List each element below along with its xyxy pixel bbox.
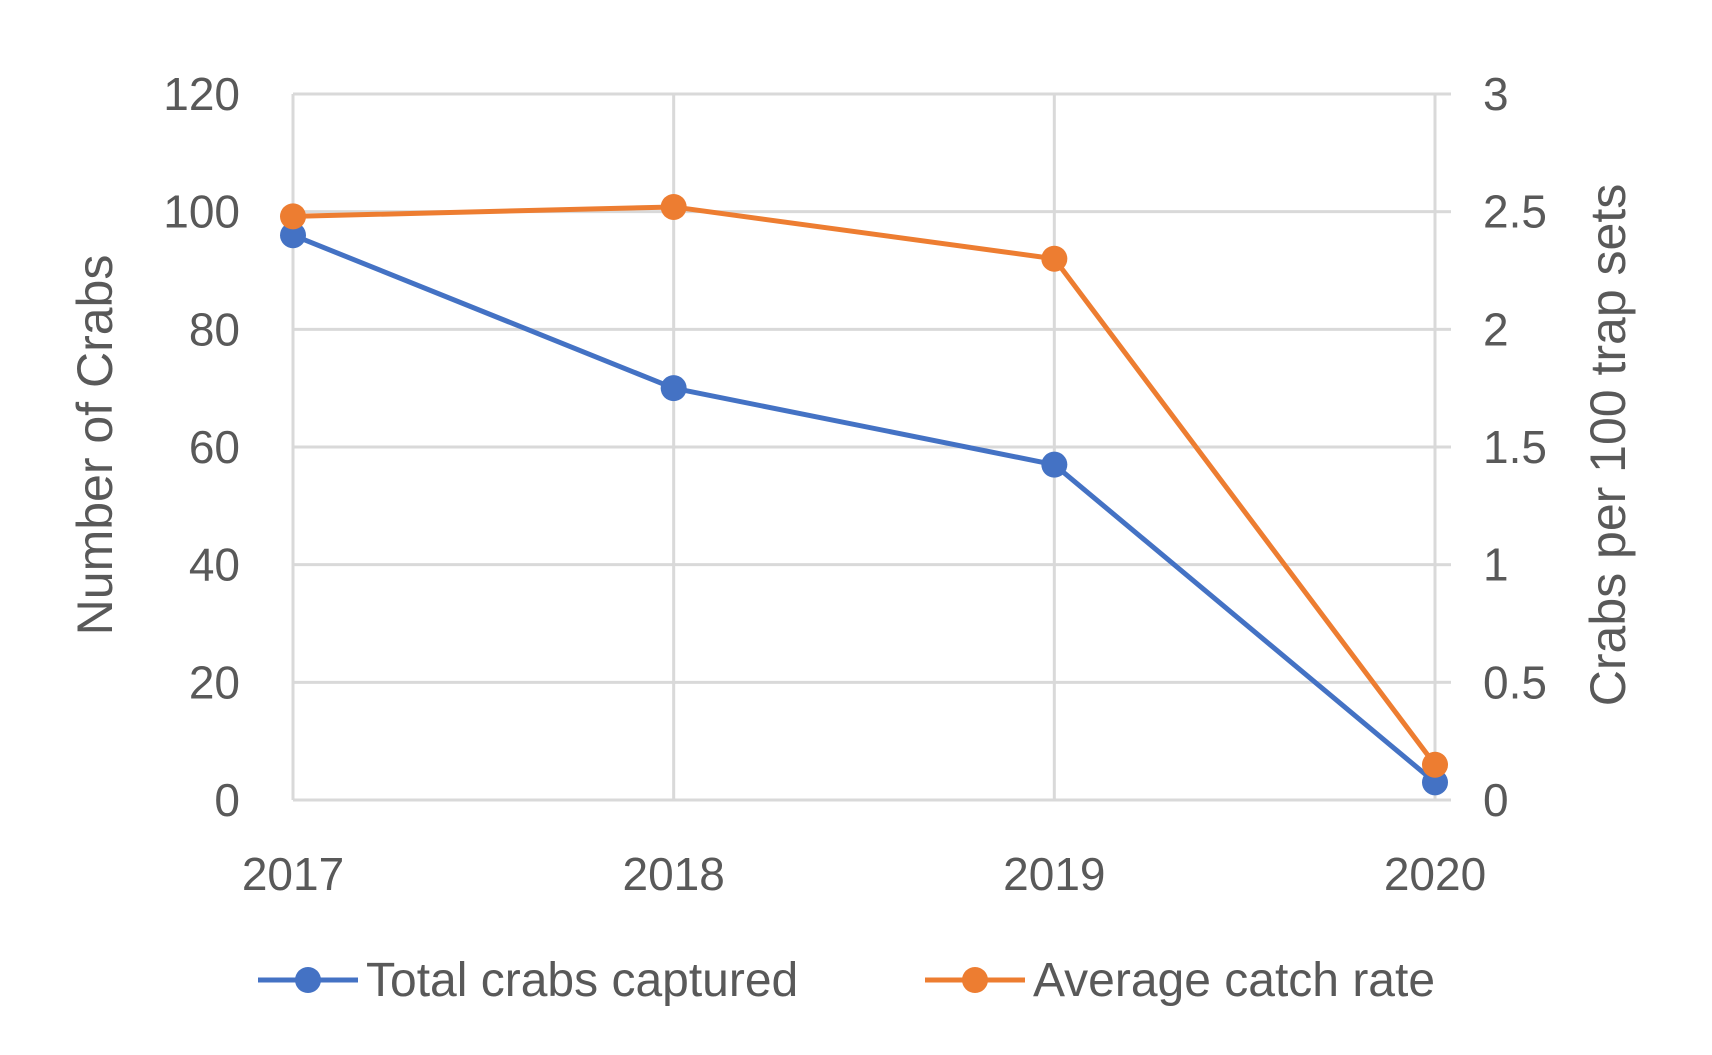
legend-label-1: Total crabs captured (366, 954, 798, 1007)
series-2-point (1422, 751, 1448, 778)
x-axis-tick-label: 2017 (242, 848, 344, 900)
left-axis-title: Number of Crabs (67, 255, 123, 636)
x-axis-tick-label: 2019 (1003, 848, 1105, 900)
left-axis-tick-label: 20 (189, 656, 240, 708)
right-axis-tick-label: 2.5 (1483, 186, 1547, 238)
x-axis-tick-label: 2018 (622, 848, 724, 900)
left-axis-ticks: 0 20 40 60 80 100 120 (163, 68, 240, 826)
series-2-point (660, 193, 687, 220)
series-1-point (280, 222, 306, 249)
right-axis-ticks: 0 0.5 1 1.5 2 2.5 3 (1483, 68, 1547, 826)
series-2-point (1041, 245, 1068, 272)
grid-lines (291, 92, 1451, 802)
left-axis-tick-label: 120 (163, 68, 240, 120)
series-lines (280, 193, 1448, 796)
legend-label-2: Average catch rate (1033, 954, 1435, 1007)
legend: Total crabs captured Average catch rate (258, 954, 1435, 1007)
series-line-1 (292, 232, 1437, 785)
left-axis-tick-label: 80 (189, 303, 240, 355)
right-axis-tick-label: 1 (1483, 539, 1509, 591)
series-1-point (660, 375, 687, 402)
left-axis-tick-label: 60 (189, 421, 240, 473)
right-axis-tick-label: 3 (1483, 68, 1509, 120)
x-axis-tick-label: 2020 (1384, 848, 1486, 900)
right-axis-tick-label: 0.5 (1483, 656, 1547, 708)
series-2-point (280, 203, 306, 230)
legend-marker-2 (962, 967, 988, 993)
series-line-2 (292, 204, 1437, 767)
right-axis-tick-label: 1.5 (1483, 421, 1547, 473)
right-axis-tick-label: 0 (1483, 774, 1509, 826)
series-1-point (1041, 451, 1068, 478)
legend-marker-1 (295, 967, 321, 993)
left-axis-tick-label: 0 (214, 774, 240, 826)
left-axis-tick-label: 40 (189, 539, 240, 591)
right-axis-title: Crabs per 100 trap sets (1580, 184, 1636, 707)
right-axis-tick-label: 2 (1483, 303, 1509, 355)
x-axis-ticks: 2017 2018 2019 2020 (242, 848, 1486, 900)
left-axis-tick-label: 100 (163, 186, 240, 238)
